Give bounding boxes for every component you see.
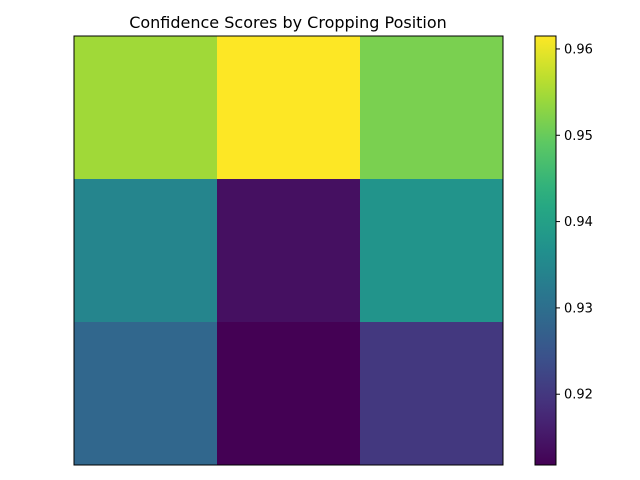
heatmap-cell-r1-c2 — [360, 179, 504, 323]
heatmap-cell-r0-c1 — [217, 36, 361, 180]
colorbar-tick-label: 0.95 — [564, 129, 593, 144]
heatmap-cell-r0-c2 — [360, 36, 504, 180]
plot-frame — [73, 35, 504, 466]
colorbar-ticks: 0.92 0.93 0.94 0.95 0.96 — [556, 42, 593, 403]
heatmap-cell-r0-c0 — [74, 36, 218, 180]
colorbar — [534, 35, 557, 466]
heatmap-cell-r1-c0 — [74, 179, 218, 323]
heatmap-cell-r2-c2 — [360, 322, 504, 466]
chart-title: Confidence Scores by Cropping Position — [129, 13, 447, 32]
colorbar-tick-label: 0.96 — [564, 42, 593, 57]
colorbar-tick-label: 0.92 — [564, 388, 593, 403]
colorbar-tick-label: 0.93 — [564, 301, 593, 316]
heatmap-cell-r2-c1 — [217, 322, 361, 466]
heatmap-cell-r1-c1 — [217, 179, 361, 323]
heatmap-cell-r2-c0 — [74, 322, 218, 466]
colorbar-tick-label: 0.94 — [564, 215, 593, 230]
heatmap-cells — [74, 36, 504, 466]
